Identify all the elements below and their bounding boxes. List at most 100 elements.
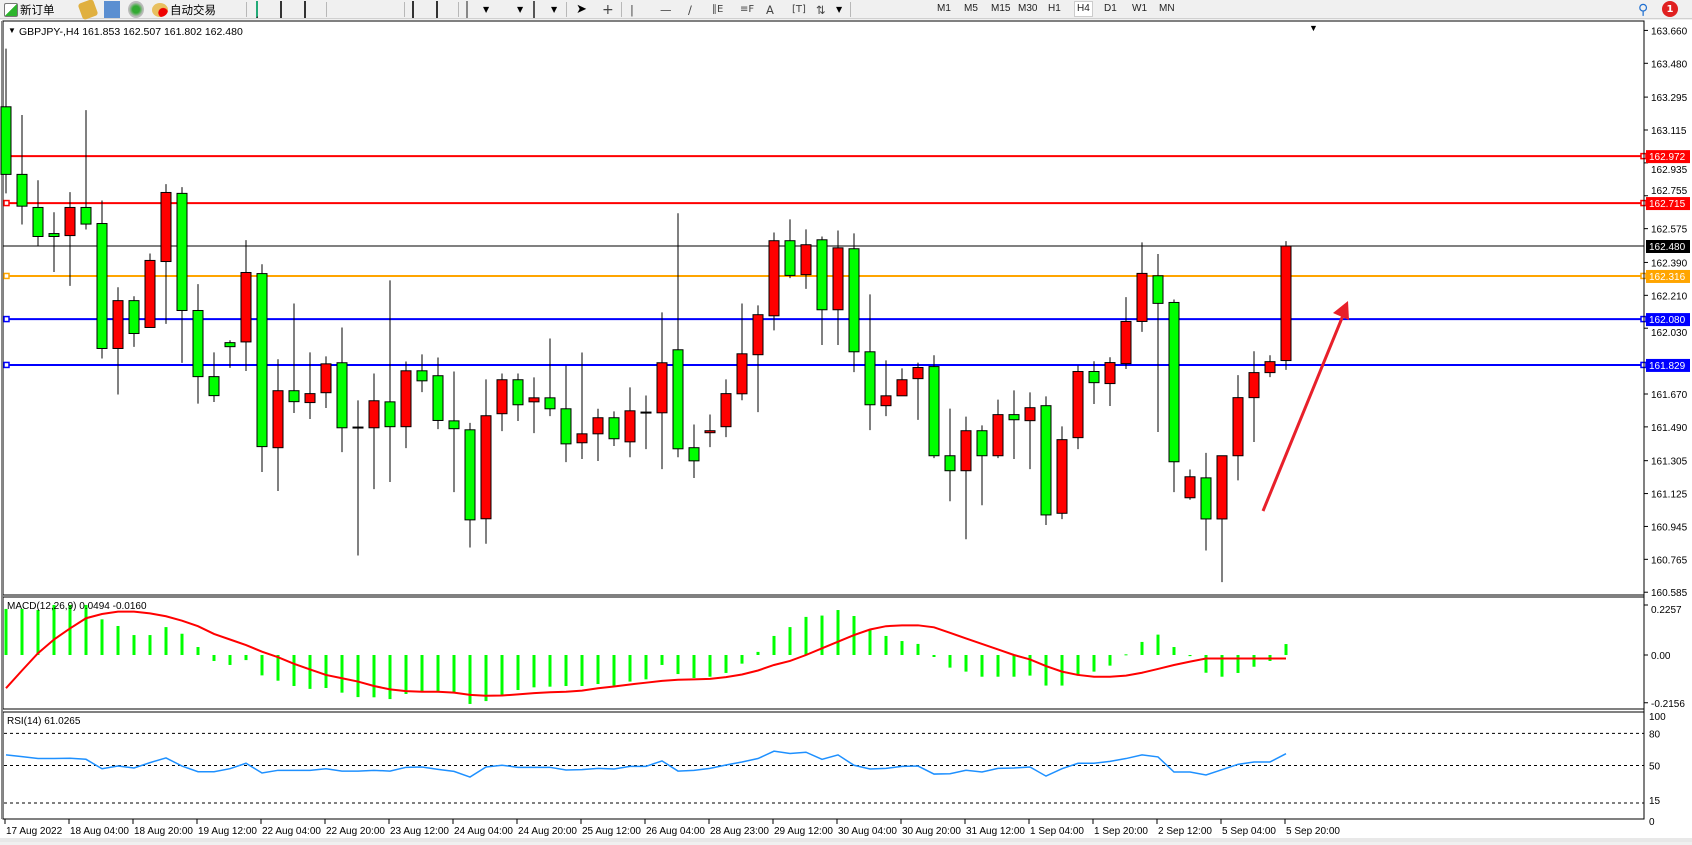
period-mn-button[interactable]: MN (1159, 3, 1175, 14)
line-chart-icon[interactable] (304, 1, 306, 18)
search-icon[interactable]: ⚲ (1638, 1, 1649, 18)
crosshair-icon[interactable]: + (602, 1, 614, 18)
macd-histogram-bar (292, 655, 296, 687)
period-h4-button[interactable]: H4 (1074, 1, 1093, 17)
period-h1-button[interactable]: H1 (1048, 3, 1061, 14)
candle-bear (560, 408, 572, 445)
candle-bear (1200, 477, 1212, 520)
period-m15-button[interactable]: M15 (991, 3, 1011, 14)
cursor-icon[interactable]: ➤ (576, 2, 587, 17)
indicators-dropdown-icon[interactable]: ▼ (483, 5, 490, 14)
macd-axis-label: 0.2257 (1651, 605, 1682, 616)
level-price-label: 162.715 (1649, 199, 1686, 210)
chart-title: GBPJPY-,H4 161.853 162.507 161.802 162.4… (19, 26, 243, 38)
arrows-dropdown-icon[interactable]: ▼ (836, 5, 843, 14)
macd-histogram-bar (820, 615, 824, 655)
candle-bull (240, 271, 252, 343)
candlestick-chart-icon[interactable] (280, 1, 282, 18)
time-axis-label: 25 Aug 12:00 (582, 826, 641, 837)
period-m5-button[interactable]: M5 (964, 3, 978, 14)
chart-window[interactable]: 163.660 163.480 163.295 163.115 162.935 162.7… (0, 20, 1692, 842)
candle-bear (1088, 371, 1100, 384)
level-anchor-handle[interactable] (3, 272, 10, 280)
trendline-icon[interactable]: / (688, 2, 692, 17)
candle-bear (864, 351, 876, 406)
candle-bull (320, 363, 332, 394)
level-price-tag (1646, 197, 1690, 211)
candle-bull (1024, 407, 1036, 422)
chart-canvas[interactable]: 163.660 163.480 163.295 163.115 162.935 162.7… (0, 20, 1692, 842)
period-m1-button[interactable]: M1 (937, 3, 951, 14)
level-price-label: 162.972 (1649, 152, 1686, 163)
candle-bear (608, 417, 620, 440)
text-label-icon[interactable]: [T] (792, 4, 806, 15)
candle-bear (672, 349, 684, 450)
rsi-axis-label: 0 (1649, 817, 1655, 828)
candle-bull (1072, 371, 1084, 439)
macd-histogram-bar (500, 655, 504, 696)
candle-bear (1152, 275, 1164, 304)
price-axis-label: 163.115 (1651, 126, 1687, 137)
chart-shift-icon[interactable] (436, 1, 438, 18)
macd-histogram-bar (180, 633, 184, 655)
time-axis-label: 28 Aug 23:00 (710, 826, 769, 837)
candle-bear (32, 206, 44, 237)
price-axis-label: 163.660 (1651, 26, 1688, 37)
macd-histogram-bar (1060, 655, 1064, 686)
auto-trading-button[interactable]: 自动交易 (152, 1, 216, 18)
macd-histogram-bar (628, 655, 632, 682)
vertical-line-icon[interactable]: | (630, 2, 634, 17)
templates-icon[interactable] (533, 1, 535, 18)
time-axis-label: 30 Aug 20:00 (902, 826, 961, 837)
candle-bear (0, 106, 12, 175)
price-axis-label: 160.945 (1651, 522, 1688, 533)
period-m30-button[interactable]: M30 (1018, 3, 1038, 14)
fibonacci-icon[interactable]: ≡F (740, 4, 755, 15)
time-axis-label: 19 Aug 12:00 (198, 826, 257, 837)
periods-dropdown-icon[interactable]: ▼ (517, 5, 524, 14)
chart-menu-arrow-icon[interactable]: ▼ (8, 26, 16, 35)
candle-bear (80, 206, 92, 225)
equidistant-channel-icon[interactable]: ∥E (712, 4, 724, 15)
rsi-axis-label: 15 (1649, 796, 1661, 807)
level-price-tag (1646, 269, 1690, 283)
macd-histogram-bar (612, 655, 616, 686)
candle-bear (944, 455, 956, 472)
arrows-icon[interactable]: ⇅ (816, 2, 826, 17)
candle-bear (192, 309, 204, 378)
macd-histogram-bar (116, 625, 120, 655)
macd-histogram-bar (532, 655, 536, 688)
macd-histogram-bar (916, 643, 920, 655)
chart-shift-marker-icon[interactable]: ▼ (1309, 23, 1318, 33)
level-anchor-handle[interactable] (3, 361, 10, 369)
notification-badge[interactable]: 1 (1662, 1, 1678, 17)
candle-bull (160, 191, 172, 263)
macd-histogram-bar (52, 604, 56, 655)
templates-dropdown-icon[interactable]: ▼ (551, 5, 558, 14)
status-strip (0, 838, 1692, 842)
macd-histogram-bar (1172, 647, 1176, 655)
candle-bull (736, 353, 748, 395)
macd-histogram-bar (164, 627, 168, 655)
level-anchor-handle[interactable] (3, 315, 10, 323)
text-icon[interactable]: A (766, 2, 774, 17)
period-d1-button[interactable]: D1 (1104, 3, 1117, 14)
macd-histogram-bar (340, 655, 344, 693)
price-axis-label: 160.585 (1651, 588, 1688, 599)
bar-chart-icon[interactable] (256, 1, 258, 18)
candle-bull (1248, 372, 1260, 399)
macd-histogram-bar (132, 635, 136, 655)
horizontal-line-icon[interactable]: — (660, 2, 672, 17)
candle-bear (416, 370, 428, 382)
navigator-icon[interactable] (104, 1, 120, 18)
time-axis-label: 31 Aug 12:00 (966, 826, 1025, 837)
indicators-icon[interactable] (466, 1, 468, 18)
arrow-annotation[interactable] (1261, 312, 1346, 512)
candle-bull (576, 433, 588, 444)
new-order-button[interactable]: 新订单 (4, 1, 55, 18)
level-anchor-handle[interactable] (3, 199, 10, 207)
market-watch-icon[interactable] (77, 0, 99, 21)
auto-scroll-icon[interactable] (412, 1, 414, 18)
period-w1-button[interactable]: W1 (1132, 3, 1147, 14)
signals-icon[interactable] (128, 1, 144, 18)
